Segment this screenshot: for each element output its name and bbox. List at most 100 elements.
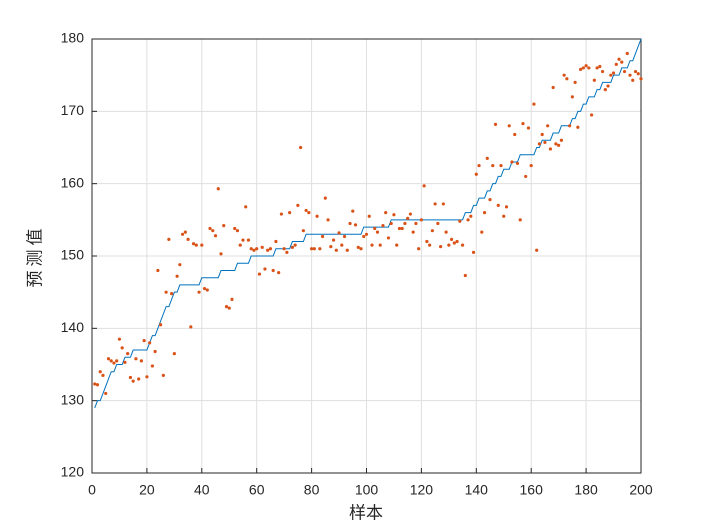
- scatter-point: [414, 221, 418, 226]
- plot-frame: [91, 38, 642, 474]
- scatter-point: [241, 238, 245, 242]
- scatter-point: [557, 143, 561, 147]
- scatter-point: [455, 239, 459, 244]
- scatter-point: [474, 172, 478, 176]
- scatter-point: [189, 325, 193, 329]
- scatter-point: [568, 124, 572, 128]
- scatter-point: [425, 239, 429, 244]
- x-axis-label: 样本: [349, 503, 383, 522]
- x-tick-label: 200: [629, 482, 653, 498]
- scatter-point: [112, 361, 116, 365]
- scatter-point: [463, 273, 467, 278]
- scatter-point: [137, 377, 141, 381]
- scatter-point: [598, 64, 602, 69]
- scatter-point: [384, 211, 388, 215]
- x-tick-label: 40: [194, 482, 210, 498]
- scatter-point: [290, 245, 294, 249]
- scatter-point: [515, 161, 520, 166]
- scatter-point: [310, 247, 314, 251]
- scatter-point: [581, 66, 585, 70]
- scatter-point: [183, 230, 187, 234]
- scatter-point: [565, 77, 569, 81]
- scatter-point: [268, 247, 273, 251]
- x-tick-label: 80: [304, 482, 320, 498]
- scatter-point: [504, 205, 509, 209]
- scatter-point: [406, 216, 410, 220]
- scatter-point: [430, 229, 434, 233]
- line-series: [94, 38, 642, 409]
- scatter-point: [142, 339, 146, 343]
- scatter-point: [471, 250, 476, 254]
- scatter-point: [131, 379, 135, 383]
- scatter-point: [449, 237, 454, 241]
- scatter-point: [205, 288, 209, 292]
- x-tick-label: 0: [88, 482, 96, 498]
- scatter-point: [606, 84, 610, 88]
- scatter-point: [252, 248, 256, 252]
- scatter-point: [126, 352, 130, 356]
- scatter-point: [230, 297, 234, 301]
- scatter-point: [148, 341, 152, 345]
- scatter-point: [603, 88, 607, 92]
- scatter-point: [200, 243, 204, 247]
- scatter-point: [202, 286, 207, 291]
- scatter-point: [362, 234, 366, 239]
- scatter-point: [167, 237, 171, 241]
- scatter-point: [359, 247, 363, 251]
- scatter-point: [386, 236, 391, 240]
- scatter-point: [227, 306, 231, 310]
- y-axis-label: 预测值: [25, 225, 44, 288]
- y-tick-label: 130: [61, 391, 85, 407]
- scatter-point: [631, 78, 635, 82]
- scatter-point: [293, 243, 297, 247]
- scatter-point: [320, 234, 325, 239]
- scatter-point: [617, 57, 621, 61]
- scatter-point: [364, 232, 369, 236]
- scatter-point: [304, 208, 308, 213]
- scatter-point: [95, 383, 100, 387]
- scatter-point: [554, 142, 558, 146]
- scatter-point: [639, 77, 643, 81]
- scatter-point: [104, 391, 108, 396]
- scatter-point: [244, 205, 248, 209]
- scatter-point: [356, 245, 360, 249]
- scatter-point: [246, 238, 251, 242]
- scatter-point: [529, 163, 533, 168]
- scatter-point: [611, 71, 616, 75]
- scatter-point: [263, 267, 267, 271]
- scatter-point: [507, 124, 511, 128]
- scatter-point: [164, 290, 168, 294]
- scatter-point: [395, 243, 399, 247]
- scatter-point: [518, 218, 522, 222]
- scatter-point: [318, 247, 322, 251]
- scatter-point: [548, 147, 553, 151]
- scatter-point: [257, 272, 262, 276]
- scatter-point: [546, 124, 550, 128]
- scatter-point: [255, 247, 259, 251]
- scatter-point: [345, 248, 349, 252]
- scatter-point: [153, 349, 157, 354]
- scatter-point: [521, 122, 525, 126]
- scatter-point: [367, 214, 371, 218]
- x-tick-label: 60: [249, 482, 265, 498]
- scatter-point: [411, 230, 415, 234]
- scatter-point: [496, 203, 500, 207]
- scatter-point: [622, 69, 627, 74]
- scatter-point: [562, 73, 566, 77]
- scatter-point: [433, 202, 437, 206]
- scatter-point: [526, 126, 531, 130]
- scatter-point: [194, 243, 198, 247]
- scatter-point: [353, 223, 358, 227]
- scatter-point: [460, 243, 465, 247]
- scatter-point: [301, 229, 305, 233]
- scatter-point: [373, 226, 377, 231]
- scatter-point: [337, 231, 341, 235]
- scatter-point: [222, 224, 226, 228]
- scatter-point: [466, 218, 470, 222]
- scatter-point: [224, 305, 229, 309]
- scatter-point: [213, 234, 218, 238]
- scatter-point: [381, 224, 385, 228]
- scatter-point: [559, 138, 563, 142]
- scatter-point: [579, 67, 583, 71]
